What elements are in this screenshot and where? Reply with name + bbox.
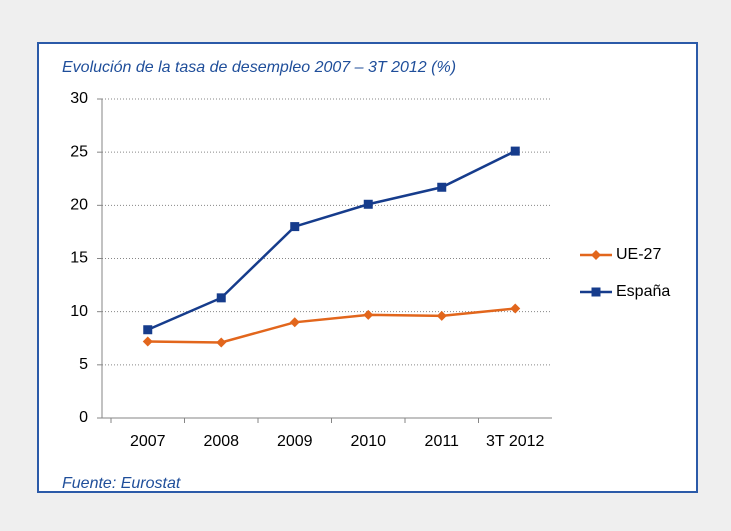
- marker: [363, 199, 373, 209]
- legend-label: España: [616, 283, 670, 300]
- marker: [591, 250, 601, 260]
- marker: [143, 325, 153, 335]
- x-tick-label: 2008: [203, 433, 239, 450]
- marker: [363, 309, 374, 320]
- y-tick-label: 20: [70, 197, 88, 214]
- chart-title: Evolución de la tasa de desempleo 2007 –…: [62, 59, 456, 76]
- marker: [290, 222, 300, 232]
- marker: [437, 182, 447, 192]
- marker: [436, 310, 447, 321]
- x-tick-label: 3T 2012: [486, 433, 545, 450]
- x-tick-label: 2011: [425, 433, 460, 450]
- series-line: [147, 149, 516, 331]
- source-note: Fuente: Eurostat: [62, 475, 181, 492]
- marker: [289, 317, 300, 328]
- marker: [510, 146, 520, 156]
- marker: [142, 336, 153, 347]
- marker: [216, 293, 226, 303]
- y-tick-label: 10: [70, 303, 88, 320]
- marker: [216, 337, 227, 348]
- x-tick-label: 2010: [350, 433, 386, 450]
- legend-label: UE-27: [616, 246, 661, 263]
- chart-frame: [37, 42, 698, 493]
- series-line: [147, 307, 516, 344]
- x-tick-label: 2007: [130, 433, 166, 450]
- y-tick-label: 30: [70, 90, 88, 107]
- x-tick-label: 2009: [277, 433, 313, 450]
- marker: [591, 287, 601, 297]
- marker: [510, 303, 521, 314]
- y-tick-label: 25: [70, 143, 88, 160]
- y-tick-label: 5: [79, 356, 88, 373]
- y-tick-label: 15: [70, 250, 88, 267]
- y-tick-label: 0: [79, 409, 88, 426]
